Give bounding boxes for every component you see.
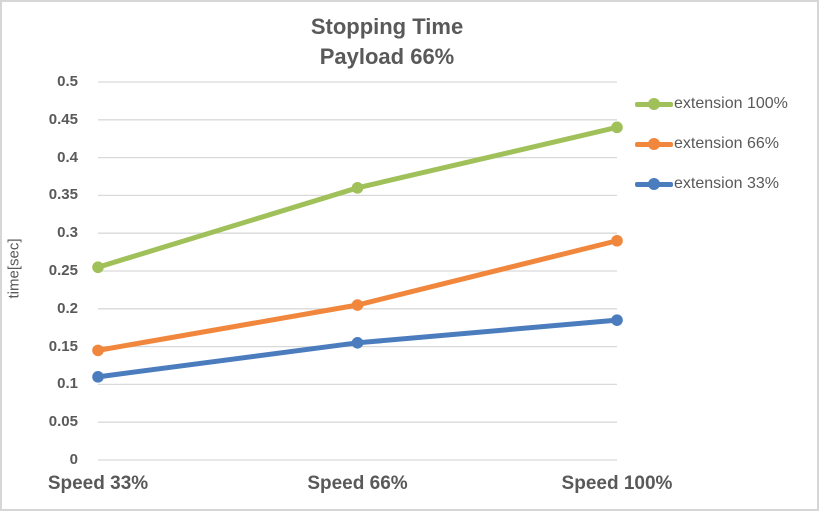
legend: extension 100% extension 66% extension 33% (635, 84, 788, 204)
x-axis-label: Speed 100% (561, 473, 673, 494)
chart-subtitle: Payload 66% (319, 44, 455, 69)
y-tick-label: 0.4 (57, 148, 78, 166)
legend-label: extension 100% (674, 95, 788, 112)
data-point-marker (351, 182, 364, 194)
chart-title: Stopping Time (310, 14, 464, 39)
y-tick-label: 0.2 (57, 299, 78, 317)
y-tick-label: 0.5 (57, 73, 78, 90)
legend-label: extension 33% (674, 175, 779, 192)
data-point-marker (92, 344, 104, 357)
data-point-marker (351, 299, 364, 311)
legend-item: extension 33% (635, 164, 788, 204)
y-tick-label: 0.1 (57, 375, 78, 393)
legend-line-marker-icon (635, 138, 673, 150)
data-point-marker (611, 121, 623, 134)
legend-dot-icon (648, 98, 660, 110)
chart-title-block: Stopping Time Payload 66% (2, 12, 772, 72)
data-point-marker (92, 371, 104, 383)
legend-dot-icon (648, 138, 660, 150)
data-point-marker (611, 234, 623, 247)
x-axis-label: Speed 66% (307, 473, 408, 494)
y-tick-label: 0 (69, 451, 78, 468)
legend-item: extension 66% (635, 124, 788, 164)
y-tick-label: 0.25 (48, 262, 78, 279)
series-line-1 (95, 238, 620, 353)
legend-label: extension 66% (674, 135, 779, 152)
legend-dot-icon (648, 178, 660, 190)
legend-line-marker-icon (635, 178, 673, 190)
x-axis-label: Speed 33% (47, 473, 149, 494)
y-tick-label: 0.3 (57, 224, 78, 242)
y-tick-label: 0.45 (48, 110, 78, 128)
data-point-marker (92, 261, 104, 274)
y-tick-label: 0.05 (48, 413, 78, 431)
y-tick-label: 0.15 (48, 337, 78, 355)
legend-line-marker-icon (635, 98, 673, 110)
data-point-marker (611, 314, 623, 326)
series-line-0 (95, 124, 620, 270)
legend-item: extension 100% (635, 84, 788, 124)
y-tick-label: 0.35 (48, 186, 78, 204)
data-point-marker (351, 337, 364, 349)
